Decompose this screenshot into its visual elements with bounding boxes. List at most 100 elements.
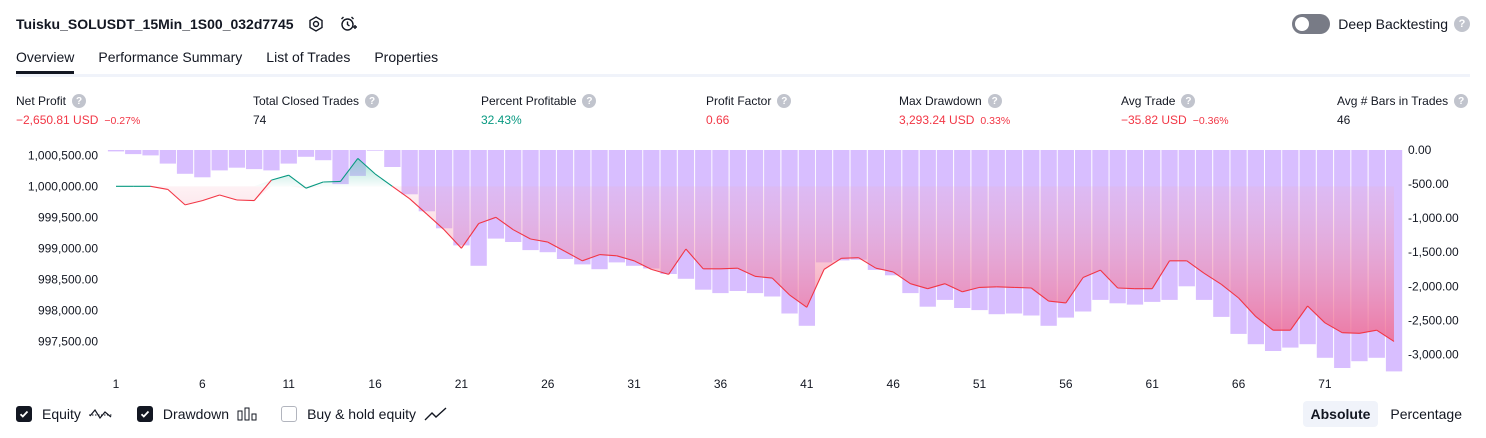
equity-line-segment xyxy=(305,181,324,189)
equity-chart: 1,000,500.00 1,000,000.00 999,500.00 999,00… xyxy=(28,143,1459,391)
tab-overview[interactable]: Overview xyxy=(16,44,75,74)
metric-total-closed-trades: Total Closed Trades? 74 xyxy=(253,93,380,127)
right-axis-tick: 0.00 xyxy=(1408,143,1432,157)
x-axis-tick: 41 xyxy=(800,377,814,391)
x-axis-tick: 21 xyxy=(455,377,469,391)
x-axis-tick: 36 xyxy=(714,377,728,391)
drawdown-bar xyxy=(125,150,142,155)
x-axis-tick: 26 xyxy=(541,377,555,391)
left-axis-tick: 999,500.00 xyxy=(38,210,98,224)
tab-properties[interactable]: Properties xyxy=(374,49,439,65)
drawdown-bar xyxy=(142,150,159,156)
metric-avg-bars: Avg # Bars in Trades? 46 xyxy=(1337,93,1469,127)
equity-line-segment xyxy=(789,294,808,308)
equity-line-segment xyxy=(875,267,894,273)
metric-percent: −0.27% xyxy=(104,115,141,127)
legend-buy-hold[interactable]: Buy & hold equity xyxy=(281,406,448,422)
drawdown-bar xyxy=(176,150,194,174)
help-icon[interactable]: ? xyxy=(365,94,380,108)
x-axis-tick: 16 xyxy=(368,377,382,391)
x-axis-tick: 1 xyxy=(113,377,120,391)
scale-mode-switch: Absolute Percentage xyxy=(1299,401,1471,427)
equity-line-segment xyxy=(823,257,842,270)
drawdown-bar xyxy=(366,150,384,151)
tab-list-of-trades[interactable]: List of Trades xyxy=(266,49,351,65)
equity-line-segment xyxy=(806,269,825,308)
equity-profit-area xyxy=(116,158,1394,187)
equity-line-segment xyxy=(754,275,773,279)
help-icon[interactable]: ? xyxy=(582,94,597,108)
equity-line-segment xyxy=(685,248,704,270)
equity-line-segment xyxy=(564,250,583,262)
equity-line-segment xyxy=(1255,316,1274,331)
equity-line-segment xyxy=(253,179,272,201)
help-icon[interactable]: ? xyxy=(72,94,87,108)
metrics-row: Net Profit? −2,650.81 USD −0.27% Total Cl… xyxy=(0,93,1486,133)
legend-drawdown[interactable]: Drawdown xyxy=(136,406,257,422)
help-icon[interactable]: ? xyxy=(1454,94,1469,108)
right-axis-tick: -2,000.00 xyxy=(1408,279,1459,293)
equity-line-segment xyxy=(1151,260,1170,289)
tab-bar: Overview Performance Summary List of Tra… xyxy=(16,44,1470,77)
checkbox-unchecked-icon[interactable] xyxy=(281,406,298,422)
metric-value: 0.66 xyxy=(706,113,730,127)
drawdown-bar xyxy=(107,150,125,152)
metric-max-drawdown: Max Drawdown? 3,293.24 USD 0.33% xyxy=(899,93,1010,127)
equity-line-segment xyxy=(979,286,997,288)
drawdown-bar xyxy=(211,150,228,171)
equity-line-segment xyxy=(1324,322,1343,334)
deep-backtesting-toggle[interactable] xyxy=(1292,14,1331,34)
metric-label: Avg Trade xyxy=(1121,94,1176,108)
checkbox-checked-icon[interactable] xyxy=(136,406,153,422)
equity-line-segment xyxy=(219,194,238,201)
strategy-header: Tuisku_SOLUSDT_15Min_1S00_032d7745 xyxy=(16,12,358,36)
equity-line-segment xyxy=(202,194,220,202)
equity-line-segment xyxy=(1203,272,1222,285)
equity-line-segment xyxy=(271,174,289,181)
drawdown-bar xyxy=(297,150,315,157)
legend-drawdown-label: Drawdown xyxy=(162,406,230,422)
tab-performance-summary[interactable]: Performance Summary xyxy=(98,49,243,65)
equity-line-segment xyxy=(1307,305,1326,324)
equity-line-segment xyxy=(616,255,635,262)
equity-line-segment xyxy=(374,173,393,187)
equity-line-icon xyxy=(88,407,113,421)
help-icon[interactable]: ? xyxy=(1454,16,1470,32)
percentage-button[interactable]: Percentage xyxy=(1390,406,1462,422)
x-axis-tick: 56 xyxy=(1059,377,1073,391)
legend-equity-label: Equity xyxy=(42,406,81,422)
help-icon[interactable]: ? xyxy=(1181,94,1196,108)
absolute-button[interactable]: Absolute xyxy=(1302,401,1379,427)
checkbox-checked-icon[interactable] xyxy=(16,406,32,422)
right-axis-tick: -2,500.00 xyxy=(1408,313,1459,327)
left-axis-tick: 998,000.00 xyxy=(38,303,98,317)
equity-line-segment xyxy=(495,216,514,231)
drawdown-bar xyxy=(384,150,401,167)
equity-line-segment xyxy=(443,229,462,249)
legend-buy-hold-label: Buy & hold equity xyxy=(307,406,417,422)
equity-line-segment xyxy=(1342,332,1360,334)
metric-percent: 0.33% xyxy=(980,115,1011,127)
help-icon[interactable]: ? xyxy=(777,94,792,108)
right-axis-tick: -3,000.00 xyxy=(1408,347,1459,361)
equity-line-segment xyxy=(720,267,738,270)
add-alert-icon[interactable] xyxy=(338,14,358,34)
x-axis-tick: 71 xyxy=(1318,377,1332,391)
equity-line-segment xyxy=(771,277,790,296)
metric-profit-factor: Profit Factor? 0.66 xyxy=(706,93,792,127)
drawdown-bar xyxy=(263,150,280,171)
metric-label: Profit Factor xyxy=(706,94,772,108)
deep-backtesting: Deep Backtesting ? xyxy=(1292,12,1470,36)
equity-line-segment xyxy=(599,254,617,257)
equity-line-segment xyxy=(340,158,359,182)
equity-line-segment xyxy=(1186,260,1205,274)
left-axis-tick: 999,000.00 xyxy=(38,241,98,255)
settings-icon[interactable] xyxy=(306,14,326,34)
help-icon[interactable]: ? xyxy=(987,94,1002,108)
equity-line-segment xyxy=(236,199,255,202)
legend-equity[interactable]: Equity xyxy=(16,406,113,422)
equity-line-segment xyxy=(892,271,911,285)
x-axis-tick: 11 xyxy=(282,377,295,391)
metric-value: 32.43% xyxy=(481,113,522,127)
equity-line-segment xyxy=(651,268,669,275)
